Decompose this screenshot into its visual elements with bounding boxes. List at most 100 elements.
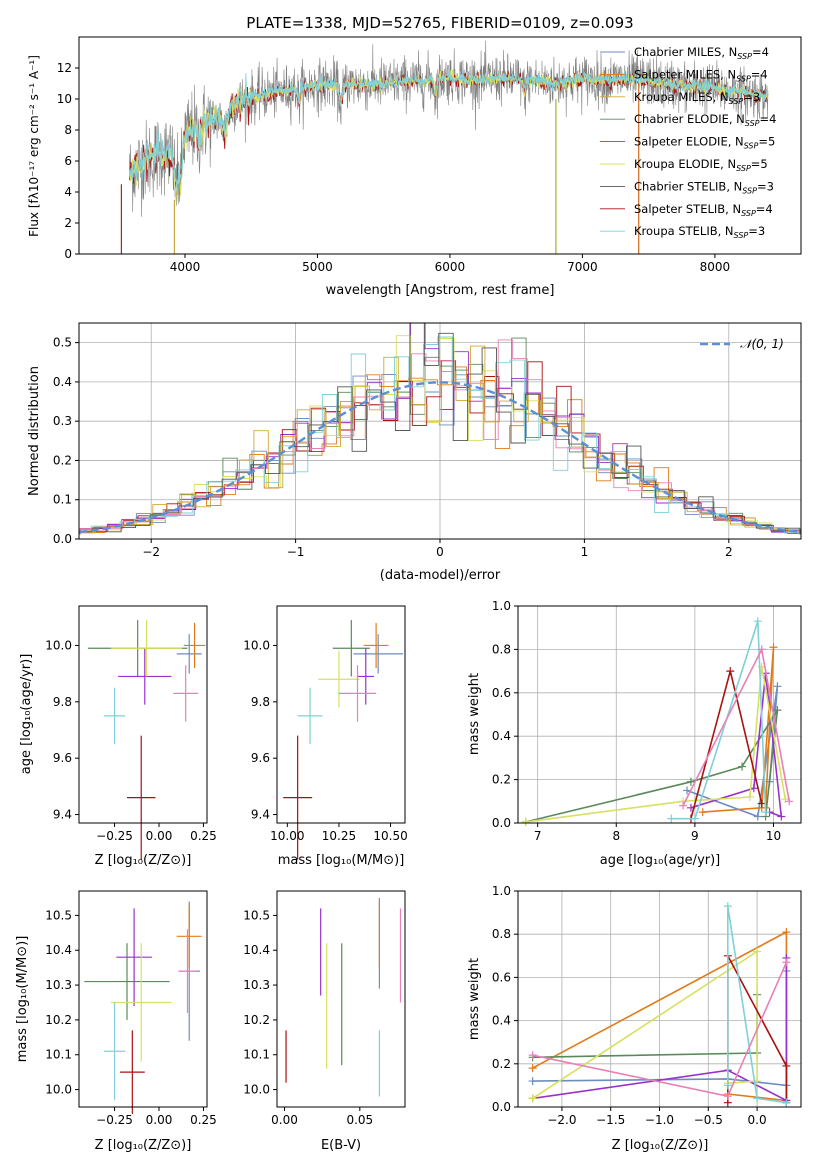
residual-histogram-panel: −2 −1 0 1 2 0.0 0.1 0.2 0.3 0.4 0.5 𝒩(0, 1) (data-… [27,322,802,583]
age-vs-mass-marks [283,620,403,860]
age-vs-mass-panel: 10.00 10.25 10.50 9.4 9.6 9.8 10.0 mass [log₁₀… [243,605,408,868]
mass-weight-marker [528,1064,537,1073]
mass-weight-line [532,950,758,1100]
x-tick-label: 10.50 [373,829,407,843]
histogram-ylabel: Normed distribution [27,366,42,496]
mass-weight-line [702,647,775,813]
mass-weight-vs-age-xlabel: age [log₁₀(age/yr)] [600,853,721,868]
age-vs-z-xlabel: Z [log₁₀(Z/Z⊙)] [95,853,192,868]
x-tick-label: −1.0 [645,1113,674,1127]
mass-weight-marker [782,958,791,967]
y-tick-label: 10 [57,92,72,106]
mass-vs-z-ylabel: mass [log₁₀(M/M⊙)] [15,936,30,1063]
normal-curve [79,381,801,534]
mass-weight-marker [723,902,732,911]
x-tick-label: 0.0 [748,1113,767,1127]
mass-vs-ebv-xlabel: E(B-V) [321,1138,361,1153]
x-tick-label: 10 [766,829,781,843]
mass-weight-marker [753,947,762,956]
x-tick-label: 0.25 [190,829,217,843]
spectrum-xlabel: wavelength [Angstrom, rest frame] [326,283,555,298]
mass-vs-ebv-panel: 0.00 0.05 10.0 10.1 10.2 10.3 10.4 10.5 E(B-V) [243,890,406,1153]
mass-weight-marker [753,812,762,821]
mass-weight-marker [769,643,778,652]
mass-weight-marker [667,814,676,823]
y-tick-label: 0.0 [53,532,72,546]
mass-vs-z-panel: −0.25 0.00 0.25 10.0 10.1 10.2 10.3 10.4 10.5 Z … [15,890,217,1153]
x-tick-label: −0.5 [694,1113,723,1127]
spectrum-ylabel: Flux [fλ10⁻¹⁷ erg cm⁻² s⁻¹ A⁻¹] [27,55,41,237]
y-tick-label: 0 [64,247,72,261]
spectrum-legend: Chabrier MILES, NSSP=4 Salpeter MILES, NS… [600,45,776,240]
y-tick-label: 2 [64,216,72,230]
age-vs-z-panel: −0.25 0.00 0.25 9.4 9.6 9.8 10.0 Z [log₁₀(Z/Z⊙… [19,605,217,868]
y-tick-label: 0.2 [492,1057,511,1071]
mass-vs-ebv-marks [285,897,402,1097]
y-tick-label: 9.4 [251,808,270,822]
y-tick-label: 10.0 [243,1083,270,1097]
mass-weight-vs-z-marks [528,902,791,1107]
mass-weight-marker [726,667,735,676]
mass-weight-vs-age-frame [517,605,802,824]
y-tick-label: 10.3 [45,978,72,992]
legend-entry: Chabrier STELIB, NSSP=3 [634,179,774,195]
y-tick-label: 1.0 [492,599,511,613]
mass-weight-line [726,905,787,1104]
y-tick-label: 0.2 [53,453,72,467]
y-tick-label: 0.0 [492,816,511,830]
x-tick-label: 1 [581,545,589,559]
age-vs-z-frame [78,605,208,824]
y-tick-label: 0.4 [492,1014,511,1028]
y-tick-label: 10.2 [45,1013,72,1027]
x-tick-label: 0.05 [346,1113,373,1127]
y-tick-label: 9.8 [53,695,72,709]
y-tick-label: 9.4 [53,808,72,822]
x-tick-label: 0.25 [190,1113,217,1127]
mass-weight-vs-age-marks [521,617,794,826]
model-spectrum-line [128,68,769,195]
y-tick-label: 10.3 [243,978,270,992]
y-tick-label: 10.0 [45,1083,72,1097]
y-tick-label: 0.6 [492,970,511,984]
y-tick-label: 10.0 [45,638,72,652]
legend-entry: Kroupa MILES, NSSP=3 [634,90,760,106]
mass-vs-z-ticks: −0.25 0.00 0.25 10.0 10.1 10.2 10.3 10.4 10.5 [45,908,217,1127]
x-tick-label: 8 [612,829,620,843]
y-tick-label: 0.2 [492,773,511,787]
y-tick-label: 8 [64,123,72,137]
spectrum-title: PLATE=1338, MJD=52765, FIBERID=0109, z=0… [246,14,633,32]
mass-weight-marker [777,812,786,821]
x-tick-label: 5000 [302,260,333,274]
residual-histogram [79,339,801,533]
mass-weight-marker [773,682,782,691]
mass-weight-marker [782,1061,791,1070]
y-tick-label: 0.8 [492,642,511,656]
mass-weight-marker [723,1092,732,1101]
y-tick-label: 10.0 [243,638,270,652]
mass-vs-z-xlabel: Z [log₁₀(Z/Z⊙)] [95,1138,192,1153]
y-tick-label: 10.1 [243,1048,270,1062]
mass-weight-marker [761,808,770,817]
mass-weight-marker [757,799,766,808]
mass-weight-marker [753,1094,762,1103]
y-tick-label: 9.6 [53,751,72,765]
y-tick-label: 9.6 [251,751,270,765]
mass-weight-vs-z-frame [517,890,802,1108]
mass-weight-marker [782,928,791,937]
mass-weight-marker [528,1051,537,1060]
x-tick-label: −2 [142,545,160,559]
mass-vs-z-marks [84,901,202,1114]
x-tick-label: 4000 [170,260,201,274]
mass-weight-marker [528,1094,537,1103]
mass-weight-marker [782,1098,791,1107]
x-tick-label: 0.00 [146,829,173,843]
y-tick-label: 0.8 [492,927,511,941]
x-tick-label: 6000 [435,260,466,274]
mass-weight-marker [528,1077,537,1086]
x-tick-label: 8000 [700,260,731,274]
age-vs-z-marks [87,620,206,860]
y-tick-label: 6 [64,154,72,168]
x-tick-label: 7 [534,829,542,843]
mass-weight-marker [521,817,530,826]
x-tick-label: 9 [691,829,699,843]
